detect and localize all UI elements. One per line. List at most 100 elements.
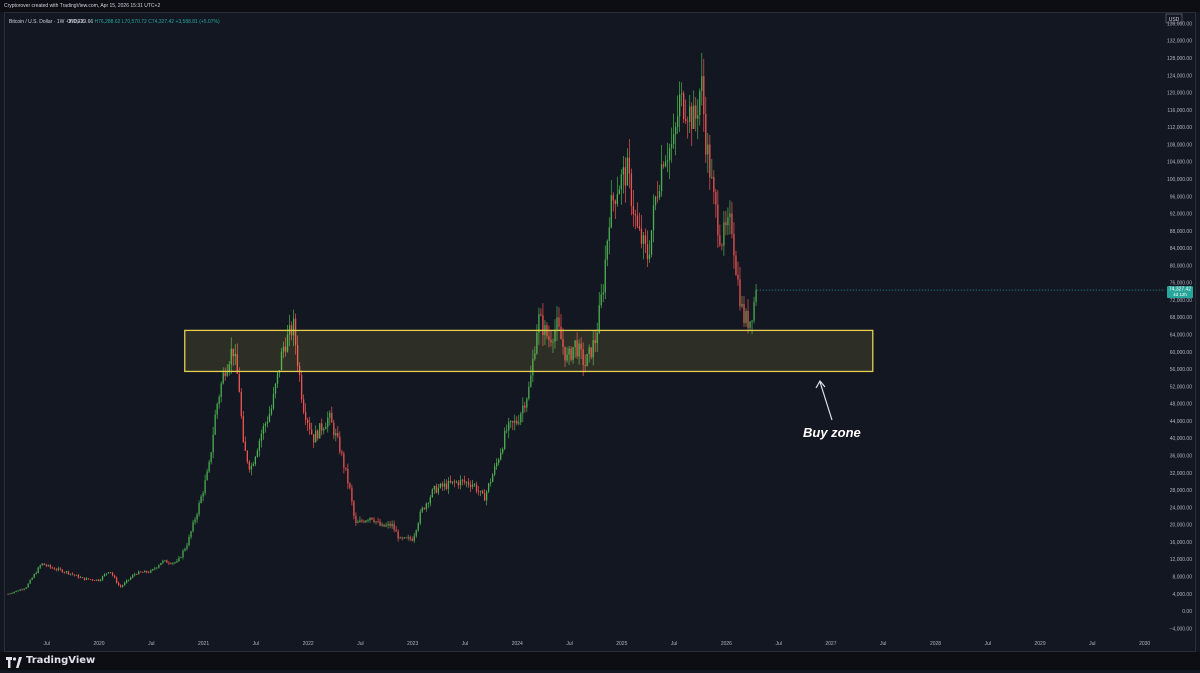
candle-body <box>646 244 649 260</box>
candle <box>343 451 345 474</box>
candle <box>325 422 327 430</box>
candle-body <box>260 433 263 441</box>
candle-body <box>168 562 170 564</box>
candle-body <box>190 531 192 537</box>
candle <box>254 455 257 467</box>
candle-body <box>449 480 452 483</box>
candle <box>624 157 627 203</box>
top-bar: Cryptorover created with TradingView.com… <box>0 0 1200 12</box>
candle-body <box>717 204 719 236</box>
candle <box>598 292 600 335</box>
candle <box>467 478 470 488</box>
candle <box>405 536 407 539</box>
candle-body <box>602 292 604 295</box>
candle-body <box>355 515 357 523</box>
candle-body <box>180 557 182 558</box>
candle <box>31 577 33 581</box>
candle-body <box>419 511 421 524</box>
candle-body <box>109 572 112 574</box>
candle-body <box>719 235 721 246</box>
candle <box>582 342 584 376</box>
candle <box>660 144 663 197</box>
candle <box>491 472 494 483</box>
candle-body <box>128 579 130 581</box>
candle-body <box>228 364 230 371</box>
candle <box>184 547 186 552</box>
candle-body <box>662 164 665 167</box>
footer-bar: TradingView <box>0 652 1200 670</box>
candle <box>532 349 534 382</box>
candle-body <box>387 523 389 526</box>
candle-body <box>122 585 124 587</box>
candle-body <box>214 414 216 435</box>
candle-body <box>447 480 450 489</box>
candle-body <box>409 537 411 540</box>
candle <box>216 402 218 419</box>
candle <box>79 575 82 579</box>
candle <box>526 397 528 412</box>
candle-body <box>381 524 383 526</box>
price-chart[interactable]: 136,000.00 132,000.00 128,000.00 124,000.00… <box>5 13 1195 651</box>
candle <box>379 518 381 527</box>
candle <box>536 324 538 355</box>
candle <box>753 296 755 324</box>
candle <box>109 572 112 574</box>
candle-body <box>536 332 538 354</box>
candle-body <box>262 426 265 434</box>
candle <box>130 576 132 581</box>
candle-body <box>691 106 693 129</box>
price-tick-label: 0.00 <box>1182 609 1192 615</box>
candle <box>166 559 168 563</box>
candle <box>331 406 333 423</box>
currency-label[interactable]: USD <box>1165 13 1183 24</box>
candle-body <box>572 347 574 360</box>
candle <box>294 313 297 355</box>
candle-body <box>648 254 651 260</box>
candle-body <box>200 496 202 504</box>
candle-body <box>148 572 150 574</box>
candle <box>361 518 363 523</box>
candle <box>755 284 757 307</box>
candle-body <box>335 433 337 436</box>
candle <box>662 161 665 169</box>
candle-body <box>584 364 586 367</box>
candle <box>206 468 208 481</box>
candle <box>186 542 188 551</box>
candle <box>504 427 506 451</box>
candle-body <box>383 524 385 527</box>
candle <box>35 571 37 575</box>
candle-body <box>337 433 339 437</box>
candles <box>7 52 757 595</box>
candle <box>401 536 403 541</box>
candle <box>431 488 433 498</box>
candle-body <box>640 228 643 244</box>
candle <box>530 365 532 388</box>
candle-body <box>7 593 9 595</box>
candle <box>487 482 490 494</box>
time-tick-label: Jul <box>671 641 677 647</box>
candle-body <box>733 233 735 256</box>
chart-panel[interactable]: 136,000.00 132,000.00 128,000.00 124,000.00… <box>4 12 1196 652</box>
candle-body <box>124 582 126 586</box>
candle-body <box>230 348 232 365</box>
candle <box>327 411 329 433</box>
candle-body <box>178 557 180 562</box>
candle <box>276 371 279 388</box>
candle <box>500 448 502 461</box>
candle <box>71 572 74 576</box>
candle <box>522 397 524 423</box>
candle-body <box>405 537 407 539</box>
candle <box>656 181 659 203</box>
candle-body <box>670 143 673 148</box>
candle <box>274 382 277 399</box>
candle-body <box>751 320 753 322</box>
candle <box>280 347 283 371</box>
candle-body <box>154 568 156 570</box>
price-tick-label: 24,000.00 <box>1170 505 1192 511</box>
candle-body <box>469 484 472 487</box>
candle-body <box>693 105 695 129</box>
candle <box>73 574 76 577</box>
candle <box>695 97 697 132</box>
tradingview-logo[interactable]: TradingView <box>6 655 95 668</box>
candle-body <box>126 580 128 583</box>
